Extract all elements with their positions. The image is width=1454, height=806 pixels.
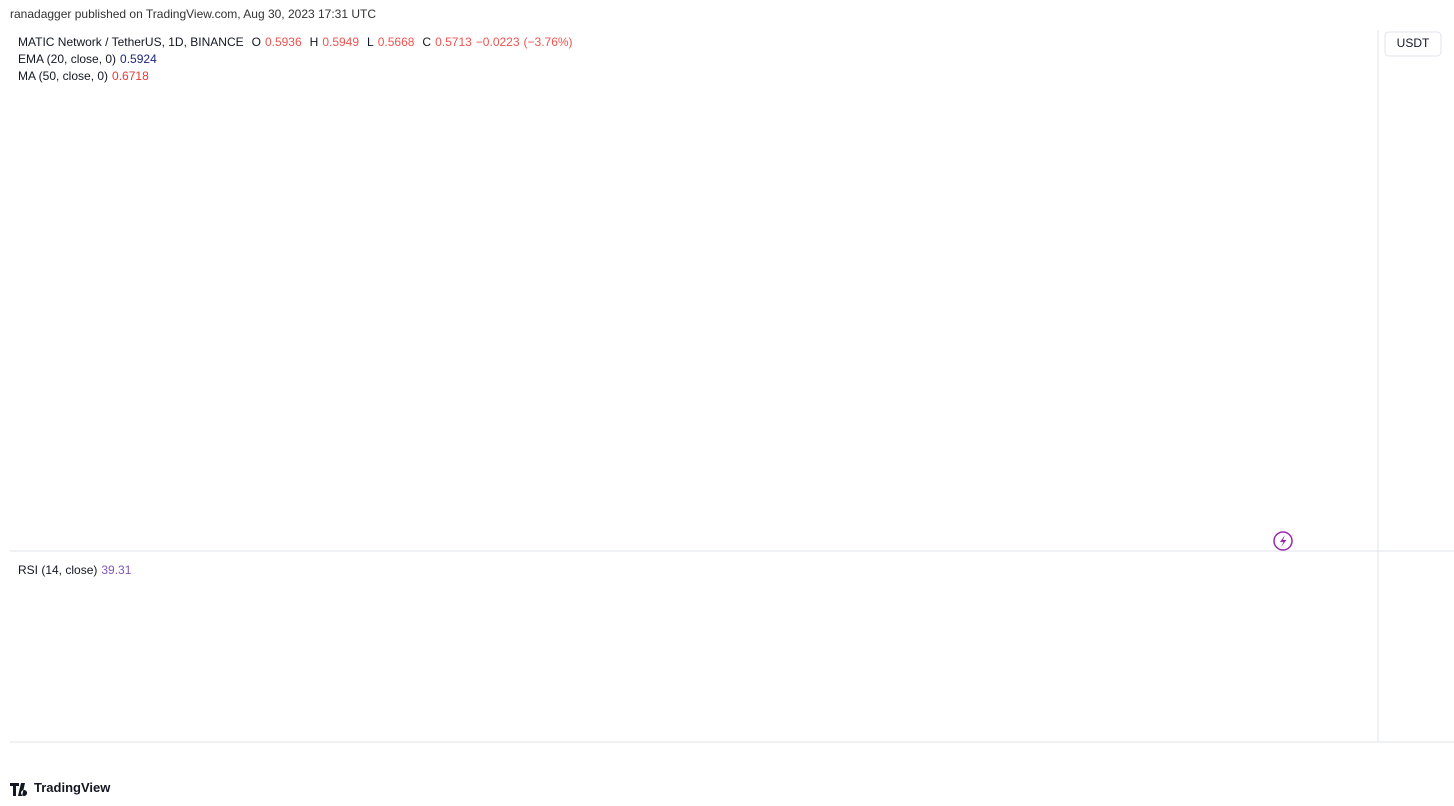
legend-value: 0.5924 <box>120 52 157 66</box>
legend-key: L <box>367 35 374 49</box>
legend-title: RSI (14, close) <box>18 563 98 577</box>
currency-button[interactable] <box>1384 31 1442 57</box>
event-icon-bolt <box>1280 535 1287 547</box>
legend-key: H <box>309 35 319 49</box>
legend-change: −0.0223 <box>475 35 520 49</box>
legend-value: 39.31 <box>101 563 132 577</box>
legend-value: 0.5713 <box>435 35 472 49</box>
footer-logo: TradingView <box>34 780 111 795</box>
legend-change-pct: (−3.76%) <box>523 35 573 49</box>
ema-legend: EMA (20, close, 0) 0.5924 <box>18 52 157 66</box>
axis-layer: USDT <box>10 30 1454 796</box>
legend-value: 0.5949 <box>322 35 360 49</box>
legend-value: 0.6718 <box>112 69 149 83</box>
legend-value: 0.5668 <box>377 35 415 49</box>
legend-value: 0.5936 <box>264 35 302 49</box>
rsi-legend: RSI (14, close) 39.31 <box>18 563 131 577</box>
currency-label[interactable]: USDT <box>1397 36 1430 50</box>
legend-title: MATIC Network / TetherUS, 1D, BINANCE <box>18 35 244 49</box>
legend-key: O <box>251 35 261 49</box>
legend-title: EMA (20, close, 0) <box>18 52 117 66</box>
publisher-line: ranadagger published on TradingView.com,… <box>10 7 377 21</box>
legend-key: C <box>422 35 432 49</box>
ma-legend: MA (50, close, 0) 0.6718 <box>18 69 149 83</box>
legend-title: MA (50, close, 0) <box>18 69 109 83</box>
logo-mark <box>10 783 28 796</box>
